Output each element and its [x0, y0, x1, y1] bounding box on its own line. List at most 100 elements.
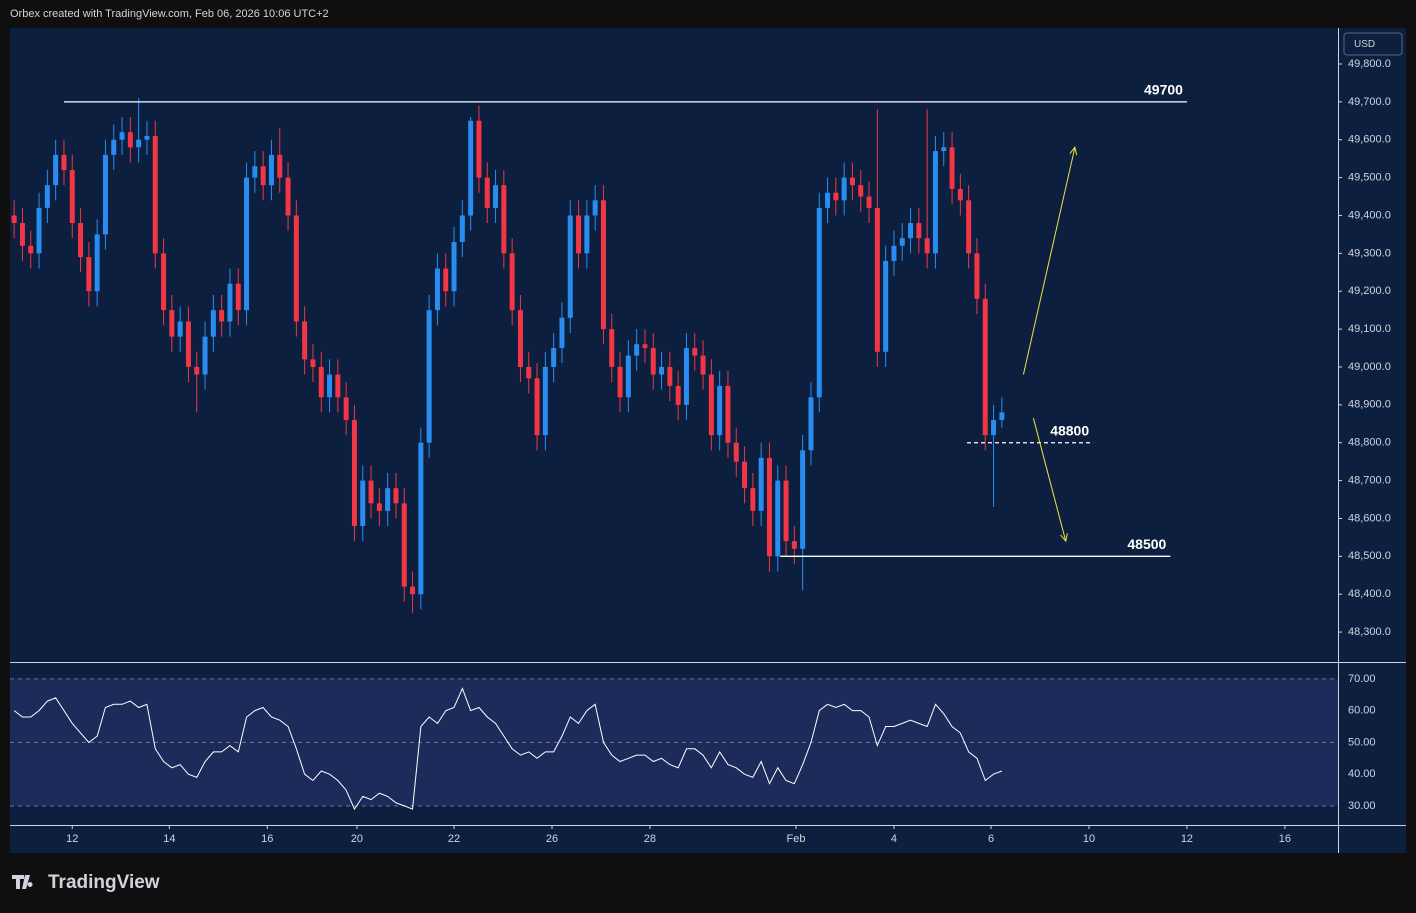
x-tick-label: 16: [1279, 833, 1291, 845]
level-label: 48500: [1127, 536, 1166, 552]
candle-body: [534, 378, 540, 436]
candle-body: [600, 200, 606, 330]
candle-body: [360, 480, 366, 527]
candle-body: [443, 268, 449, 292]
rsi-line: [13, 687, 1002, 811]
candle-body: [974, 253, 980, 299]
candle-body: [991, 419, 997, 436]
y-tick-label: 50.00: [1348, 736, 1376, 748]
candle-body: [667, 366, 673, 386]
candle-body: [542, 366, 548, 436]
candle-body: [526, 366, 532, 379]
candle-body: [434, 268, 440, 311]
y-tick-label: 49,100.0: [1348, 323, 1391, 335]
candle-body: [908, 223, 914, 239]
arrow-head: [1069, 146, 1078, 156]
x-tick-label: 14: [163, 833, 175, 845]
candle-body: [19, 223, 25, 246]
candle-body: [825, 192, 831, 208]
candle-body: [310, 359, 316, 367]
y-tick-label: 49,400.0: [1348, 209, 1391, 221]
candle-body: [293, 215, 299, 322]
candle-body: [451, 241, 457, 292]
candle-body: [775, 480, 781, 557]
y-tick-label: 40.00: [1348, 768, 1376, 780]
x-tick-label: 12: [66, 833, 78, 845]
candle-body: [111, 139, 117, 155]
candle-body: [609, 329, 615, 367]
candle-body: [44, 185, 50, 208]
candle-body: [127, 132, 133, 148]
candle-body: [36, 207, 42, 254]
time-axis: [10, 825, 1406, 853]
y-tick-label: 48,400.0: [1348, 588, 1391, 600]
candle-body: [517, 310, 523, 367]
candle-body: [318, 366, 324, 398]
candle-body: [692, 348, 698, 356]
y-tick-label: 49,000.0: [1348, 361, 1391, 373]
candle-body: [161, 253, 167, 311]
candle-body: [559, 317, 565, 349]
y-tick-label: 48,700.0: [1348, 474, 1391, 486]
candle-body: [69, 170, 75, 224]
candle-body: [169, 310, 175, 337]
x-tick-label: 4: [891, 833, 897, 845]
candle-body: [916, 223, 922, 239]
x-tick-label: 10: [1083, 833, 1095, 845]
candle-body: [202, 336, 208, 375]
candle-body: [368, 480, 374, 504]
candle-body: [136, 139, 142, 148]
candle-body: [177, 321, 183, 337]
candle-body: [28, 245, 34, 254]
candle-body: [932, 151, 938, 254]
candle-body: [78, 223, 84, 258]
candle-body: [700, 355, 706, 375]
x-tick-label: 20: [351, 833, 363, 845]
level-label: 48800: [1050, 422, 1089, 438]
y-tick-label: 49,800.0: [1348, 58, 1391, 70]
y-tick-label: 70.00: [1348, 673, 1376, 685]
arrow: [1022, 147, 1076, 375]
candle-body: [808, 397, 814, 451]
y-tick-label: 49,600.0: [1348, 134, 1391, 146]
y-tick-label: 48,900.0: [1348, 399, 1391, 411]
candle-body: [725, 385, 731, 443]
candle-body: [252, 166, 258, 178]
y-tick-label: 49,500.0: [1348, 172, 1391, 184]
candle-body: [883, 260, 889, 352]
y-tick-label: 49,200.0: [1348, 285, 1391, 297]
candle-body: [268, 154, 274, 186]
candle-body: [833, 192, 839, 201]
candle-body: [592, 200, 598, 216]
candle-body: [849, 177, 855, 186]
candle-body: [327, 374, 333, 398]
candle-body: [86, 257, 92, 292]
header: Orbex created with TradingView.com, Feb …: [10, 8, 329, 20]
y-tick-label: 48,800.0: [1348, 437, 1391, 449]
candle-body: [551, 348, 557, 367]
candle-body: [576, 215, 582, 254]
candle-body: [277, 154, 283, 178]
candle-body: [410, 586, 416, 595]
candle-body: [957, 188, 963, 201]
x-tick-label: 22: [448, 833, 460, 845]
candle-body: [642, 344, 648, 349]
candle-body: [102, 154, 108, 235]
candle-body: [634, 344, 640, 356]
candle-body: [376, 503, 382, 511]
y-tick-label: 48,600.0: [1348, 512, 1391, 524]
candle-body: [335, 374, 341, 398]
candle-body: [152, 135, 158, 254]
candle-body: [343, 397, 349, 420]
candle-body: [750, 488, 756, 511]
candle-body: [509, 253, 515, 311]
candle-body: [567, 215, 573, 318]
candle-body: [708, 374, 714, 436]
candle-body: [617, 366, 623, 398]
candle-body: [650, 348, 656, 375]
brand-logo: [12, 875, 33, 889]
candle-body: [791, 541, 797, 549]
candle-body: [285, 177, 291, 216]
y-tick-label: 48,300.0: [1348, 626, 1391, 638]
